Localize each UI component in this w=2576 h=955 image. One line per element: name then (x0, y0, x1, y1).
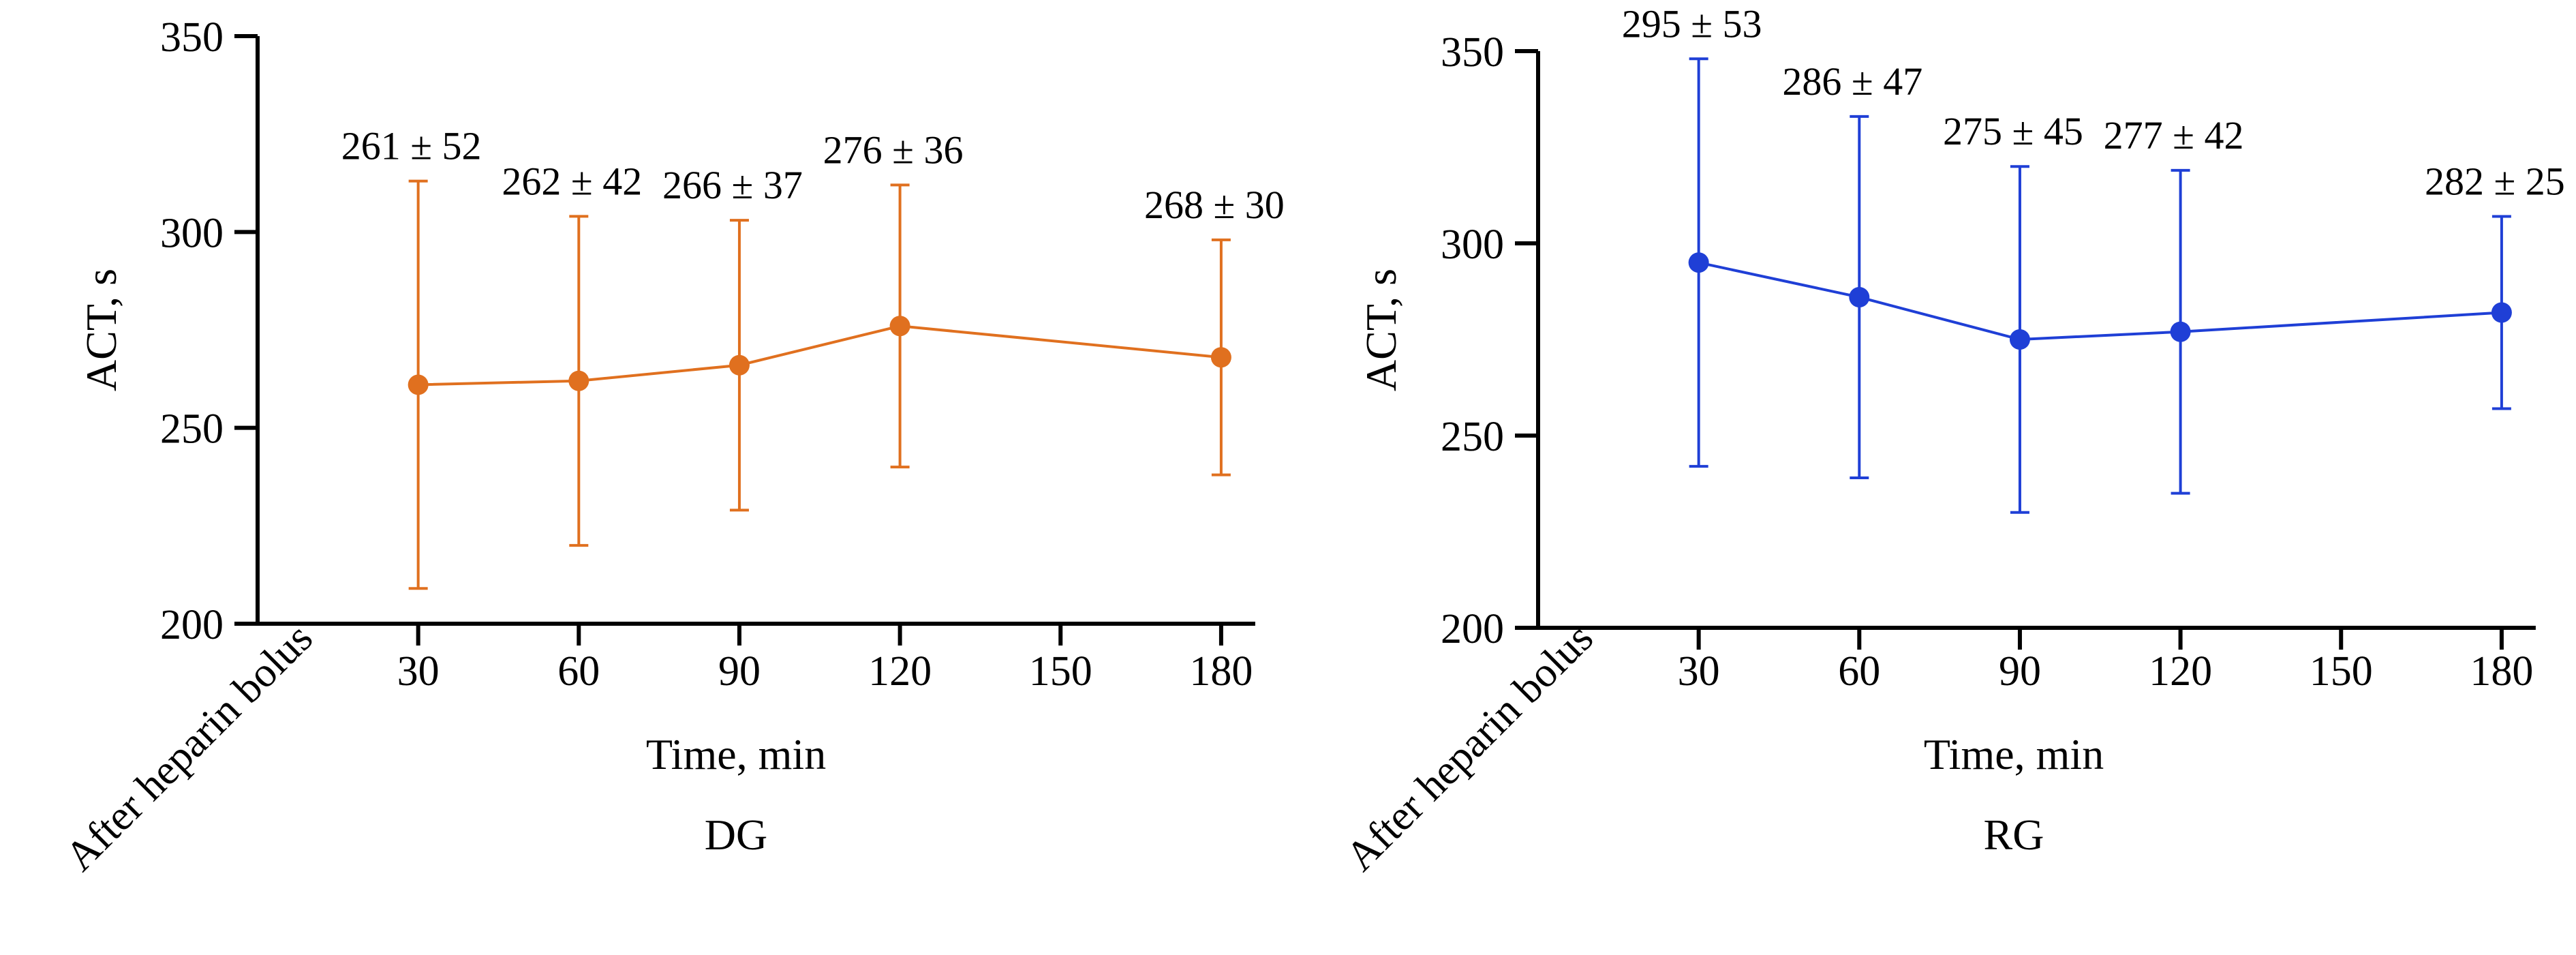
x-origin-label: After heparin bolus (1337, 615, 1602, 880)
data-point (408, 374, 429, 395)
x-tick-label: 180 (1189, 648, 1253, 695)
data-point (889, 316, 910, 337)
x-tick-label: 90 (1999, 648, 2041, 695)
y-tick-label: 300 (160, 210, 224, 256)
chart-panel-dg: 200 250 300 350 30 60 90 120 150 180 After heparin… (57, 14, 1285, 880)
panel-title: DG (705, 810, 767, 859)
data-label: 282 ± 25 (2425, 160, 2565, 204)
data-point (1688, 252, 1709, 273)
data-point (568, 370, 589, 391)
y-tick-label: 300 (1441, 222, 1504, 268)
data-label: 286 ± 47 (1782, 59, 1922, 104)
y-axis-title: ACT, s (77, 269, 125, 391)
data-point (1210, 347, 1231, 368)
data-label: 262 ± 42 (502, 159, 642, 203)
data-label: 266 ± 37 (662, 163, 803, 207)
data-label: 295 ± 53 (1622, 1, 1762, 46)
data-label: 277 ± 42 (2104, 113, 2244, 157)
data-label: 275 ± 45 (1943, 109, 2083, 153)
x-tick-label: 180 (2470, 648, 2533, 695)
x-axis-title: Time, min (646, 730, 826, 778)
x-axis-title: Time, min (1924, 730, 2104, 778)
x-tick-label: 60 (1838, 648, 1880, 695)
data-label: 276 ± 36 (823, 127, 964, 172)
y-tick-label: 200 (1441, 606, 1504, 652)
series-line (1698, 261, 2502, 342)
x-tick-label: 120 (868, 648, 932, 695)
x-tick-label: 150 (1029, 648, 1092, 695)
x-tick-label: 150 (2310, 648, 2373, 695)
data-label: 268 ± 30 (1144, 183, 1285, 227)
x-tick-label: 120 (2149, 648, 2212, 695)
y-axis-title: ACT, s (1357, 269, 1405, 391)
y-tick-label: 350 (1441, 29, 1504, 76)
data-point (2491, 302, 2512, 323)
y-tick-label: 350 (160, 14, 224, 61)
x-origin-label: After heparin bolus (57, 615, 322, 880)
data-label: 261 ± 52 (341, 124, 482, 168)
x-tick-label: 60 (557, 648, 600, 695)
data-point (2009, 329, 2030, 350)
y-tick-label: 250 (160, 406, 224, 453)
chart-panel-rg: 200 250 300 350 30 60 90 120 150 180 After heparin… (1337, 1, 2565, 880)
data-point (2170, 321, 2191, 342)
y-tick-label: 200 (160, 602, 224, 648)
data-point (1849, 286, 1870, 307)
data-point (729, 354, 750, 376)
x-tick-label: 30 (397, 648, 440, 695)
y-tick-label: 250 (1441, 414, 1504, 460)
series-line (418, 324, 1222, 386)
x-tick-label: 30 (1678, 648, 1720, 695)
x-tick-label: 90 (718, 648, 761, 695)
panel-title: RG (1984, 810, 2044, 859)
